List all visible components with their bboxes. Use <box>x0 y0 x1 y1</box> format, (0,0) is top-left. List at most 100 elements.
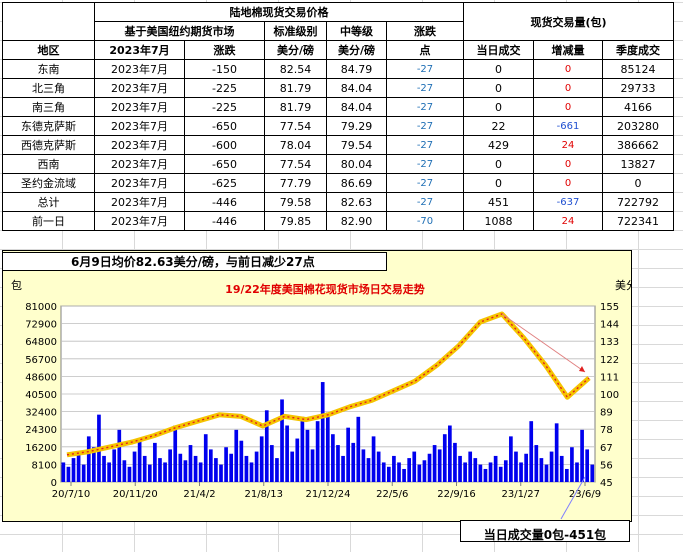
middle-price-cell[interactable]: 79.29 <box>326 116 387 136</box>
middle-price-cell[interactable]: 80.04 <box>326 154 387 174</box>
season-cell[interactable]: 203280 <box>602 116 674 136</box>
volume-cell[interactable]: 0 <box>463 78 534 98</box>
season-cell[interactable]: 722341 <box>602 211 674 231</box>
volume-cell[interactable]: 0 <box>463 97 534 117</box>
month-cell[interactable]: 2023年7月 <box>94 211 185 231</box>
delta-cell[interactable]: 24 <box>533 135 603 155</box>
region-cell[interactable]: 东南 <box>2 59 95 79</box>
points-cell[interactable]: -27 <box>386 173 464 193</box>
delta-cell[interactable]: 0 <box>533 59 603 79</box>
col-header[interactable]: 增减量 <box>533 40 603 60</box>
change-cell[interactable]: -150 <box>184 59 265 79</box>
col-header[interactable]: 点 <box>386 40 464 60</box>
standard-price-cell[interactable]: 82.54 <box>264 59 327 79</box>
season-cell[interactable]: 0 <box>602 173 674 193</box>
standard-price-cell[interactable]: 77.54 <box>264 116 327 136</box>
points-cell[interactable]: -70 <box>386 211 464 231</box>
delta-cell[interactable]: 24 <box>533 211 603 231</box>
col-header[interactable]: 当日成交 <box>463 40 534 60</box>
standard-price-cell[interactable]: 81.79 <box>264 78 327 98</box>
month-cell[interactable]: 2023年7月 <box>94 173 185 193</box>
delta-cell[interactable]: -661 <box>533 116 603 136</box>
change-subhead[interactable]: 涨跌 <box>386 21 464 41</box>
volume-title[interactable]: 现货交易量(包) <box>463 2 674 41</box>
season-cell[interactable]: 85124 <box>602 59 674 79</box>
middle-price-cell[interactable]: 82.63 <box>326 192 387 212</box>
standard-price-cell[interactable]: 79.85 <box>264 211 327 231</box>
change-cell[interactable]: -650 <box>184 116 265 136</box>
region-cell[interactable]: 西南 <box>2 154 95 174</box>
month-cell[interactable]: 2023年7月 <box>94 59 185 79</box>
month-cell[interactable]: 2023年7月 <box>94 192 185 212</box>
region-cell[interactable]: 圣约金流域 <box>2 173 95 193</box>
middle-price-cell[interactable]: 84.04 <box>326 78 387 98</box>
points-cell[interactable]: -27 <box>386 97 464 117</box>
month-cell[interactable]: 2023年7月 <box>94 116 185 136</box>
col-header[interactable]: 地区 <box>2 40 95 60</box>
month-cell[interactable]: 2023年7月 <box>94 78 185 98</box>
season-cell[interactable]: 13827 <box>602 154 674 174</box>
middle-price-cell[interactable]: 84.79 <box>326 59 387 79</box>
delta-cell[interactable]: 0 <box>533 78 603 98</box>
middle-price-cell[interactable]: 82.90 <box>326 211 387 231</box>
volume-cell[interactable]: 22 <box>463 116 534 136</box>
season-cell[interactable]: 386662 <box>602 135 674 155</box>
season-cell[interactable]: 4166 <box>602 97 674 117</box>
points-cell[interactable]: -27 <box>386 78 464 98</box>
points-cell[interactable]: -27 <box>386 116 464 136</box>
region-cell[interactable]: 前一日 <box>2 211 95 231</box>
delta-cell[interactable]: 0 <box>533 154 603 174</box>
middle-price-cell[interactable]: 86.69 <box>326 173 387 193</box>
col-header[interactable]: 涨跌 <box>184 40 265 60</box>
region-cell[interactable]: 总计 <box>2 192 95 212</box>
season-cell[interactable]: 722792 <box>602 192 674 212</box>
standard-price-cell[interactable]: 79.58 <box>264 192 327 212</box>
middle-subhead[interactable]: 中等级 <box>326 21 387 41</box>
standard-price-cell[interactable]: 77.79 <box>264 173 327 193</box>
standard-price-cell[interactable]: 81.79 <box>264 97 327 117</box>
month-cell[interactable]: 2023年7月 <box>94 135 185 155</box>
middle-price-cell[interactable]: 79.54 <box>326 135 387 155</box>
delta-cell[interactable]: -637 <box>533 192 603 212</box>
volume-cell[interactable]: 0 <box>463 173 534 193</box>
season-cell[interactable]: 29733 <box>602 78 674 98</box>
chart-area[interactable]: 0 45 8100 56 16200 67 24300 78 32400 89 40500 100 48… <box>2 250 652 522</box>
change-cell[interactable]: -625 <box>184 173 265 193</box>
table-title[interactable]: 陆地棉现货交易价格 <box>94 2 464 22</box>
volume-cell[interactable]: 429 <box>463 135 534 155</box>
volume-cell[interactable]: 1088 <box>463 211 534 231</box>
month-cell[interactable]: 2023年7月 <box>94 154 185 174</box>
points-cell[interactable]: -27 <box>386 135 464 155</box>
col-header[interactable]: 2023年7月 <box>94 40 185 60</box>
points-cell[interactable]: -27 <box>386 59 464 79</box>
volume-note[interactable]: 当日成交量0包-451包 <box>460 520 630 542</box>
delta-cell[interactable]: 0 <box>533 97 603 117</box>
points-cell[interactable]: -27 <box>386 192 464 212</box>
region-cell[interactable]: 北三角 <box>2 78 95 98</box>
change-cell[interactable]: -225 <box>184 97 265 117</box>
volume-cell[interactable]: 451 <box>463 192 534 212</box>
col-header[interactable]: 美分/磅 <box>264 40 327 60</box>
col-header[interactable]: 季度成交 <box>602 40 674 60</box>
change-cell[interactable]: -225 <box>184 78 265 98</box>
volume-cell[interactable]: 0 <box>463 59 534 79</box>
points-cell[interactable]: -27 <box>386 154 464 174</box>
month-cell[interactable]: 2023年7月 <box>94 97 185 117</box>
futures-subhead[interactable]: 基于美国纽约期货市场 <box>94 21 265 41</box>
standard-subhead[interactable]: 标准级别 <box>264 21 327 41</box>
middle-price-cell[interactable]: 84.04 <box>326 97 387 117</box>
volume-cell[interactable]: 0 <box>463 154 534 174</box>
change-cell[interactable]: -446 <box>184 211 265 231</box>
standard-price-cell[interactable]: 77.54 <box>264 154 327 174</box>
corner-cell[interactable] <box>2 2 95 41</box>
region-cell[interactable]: 东德克萨斯 <box>2 116 95 136</box>
delta-cell[interactable]: 0 <box>533 173 603 193</box>
average-price-note[interactable]: 6月9日均价82.63美分/磅，与前日减少27点 <box>2 252 387 271</box>
standard-price-cell[interactable]: 78.04 <box>264 135 327 155</box>
col-header[interactable]: 美分/磅 <box>326 40 387 60</box>
region-cell[interactable]: 西德克萨斯 <box>2 135 95 155</box>
change-cell[interactable]: -650 <box>184 154 265 174</box>
change-cell[interactable]: -446 <box>184 192 265 212</box>
region-cell[interactable]: 南三角 <box>2 97 95 117</box>
change-cell[interactable]: -600 <box>184 135 265 155</box>
